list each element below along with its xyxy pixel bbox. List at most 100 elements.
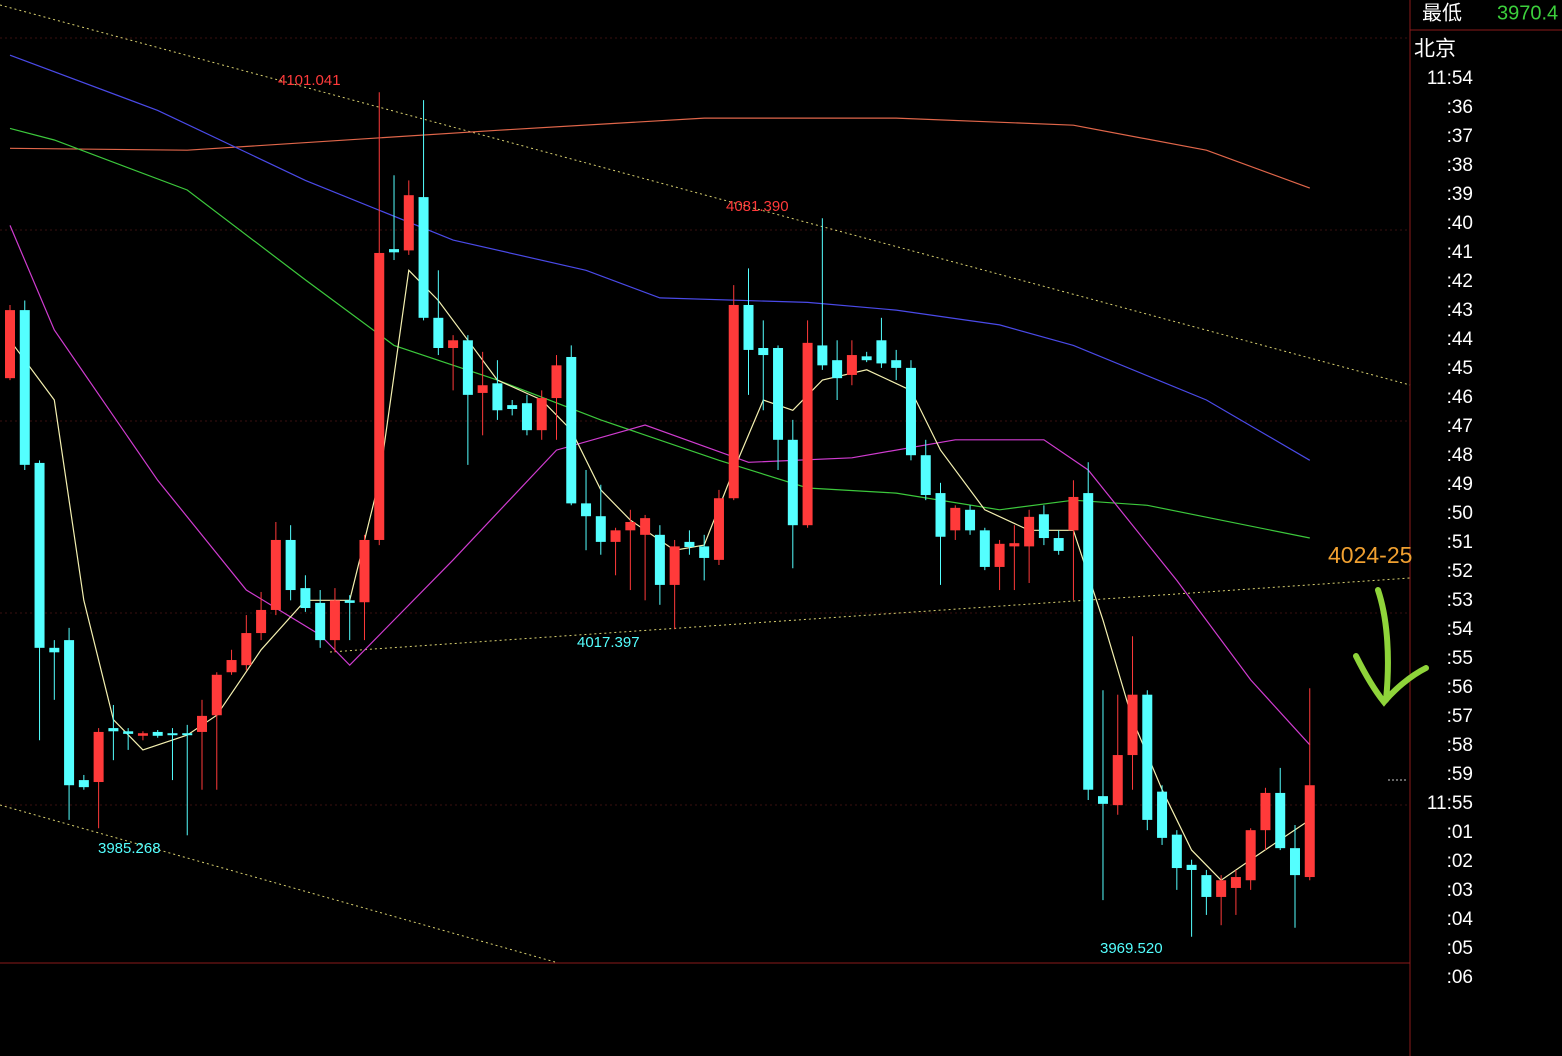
candle-body [669, 546, 680, 585]
time-label: :44 [1447, 329, 1474, 350]
time-list: 11:54:36:37:38:39:40:41:42:43:44:45:46:4… [1427, 68, 1474, 988]
time-label: :56 [1447, 677, 1473, 698]
time-label: :36 [1447, 97, 1473, 118]
time-label: 11:55 [1427, 793, 1473, 814]
candle-body [1127, 694, 1138, 756]
low-value: 3970.4 [1497, 2, 1558, 24]
high-label: 4101.041 [278, 72, 341, 89]
candle-body [403, 195, 414, 251]
candle-body [817, 345, 828, 366]
candle-body [433, 317, 444, 348]
candle-body [610, 530, 621, 542]
candle-body [891, 360, 902, 368]
candle-body [699, 546, 710, 558]
candle-body [359, 539, 370, 603]
time-label: :51 [1447, 532, 1473, 553]
candle-body [1260, 792, 1271, 831]
candle-body [965, 509, 976, 531]
candle-body [1275, 792, 1286, 849]
time-label: :48 [1447, 445, 1473, 466]
candle-body [536, 398, 547, 431]
high-label: 4081.390 [726, 198, 789, 215]
time-label: :59 [1447, 764, 1473, 785]
trend-lines [0, 4, 1411, 963]
candle-body [728, 304, 739, 499]
candle-body [1083, 493, 1094, 790]
candle-body [418, 197, 429, 318]
grid [0, 37, 1410, 806]
candle-body [285, 539, 296, 591]
time-label: :02 [1447, 851, 1473, 872]
time-label: :55 [1447, 648, 1473, 669]
time-label: :57 [1447, 706, 1473, 727]
candle-body [1112, 755, 1123, 806]
candle-body [1171, 834, 1182, 869]
candle-body [832, 360, 843, 379]
time-label: :38 [1447, 155, 1473, 176]
time-label: :01 [1447, 822, 1473, 843]
candle-body [1038, 514, 1049, 539]
candle-body [935, 493, 946, 537]
time-label: 11:54 [1427, 68, 1474, 89]
city: 北京 [1414, 38, 1456, 61]
candle-body [1157, 791, 1168, 838]
candle-body [448, 340, 459, 348]
time-label: :06 [1447, 967, 1473, 988]
candle-body [389, 249, 400, 253]
candle-body [492, 383, 503, 411]
ma-line [9, 127, 1310, 539]
time-label: :04 [1447, 909, 1474, 930]
trend-line [0, 4, 1411, 386]
plot [5, 54, 1315, 937]
time-label: :03 [1447, 880, 1473, 901]
time-label: :58 [1447, 735, 1473, 756]
ma-line [9, 117, 1311, 189]
candle-body [64, 640, 75, 786]
candle-body [93, 731, 104, 783]
candle-body [49, 647, 60, 653]
candle-body [78, 780, 89, 788]
candle-body [1245, 830, 1256, 881]
time-label: :46 [1447, 387, 1473, 408]
candle-body [34, 462, 45, 648]
time-label: :45 [1447, 358, 1473, 379]
candle-body [846, 355, 857, 375]
candle-body [137, 733, 148, 736]
candle-body [876, 340, 887, 364]
candle-body [787, 439, 798, 526]
candle-body [1289, 848, 1300, 876]
candle-body [197, 715, 208, 732]
candle-body [256, 609, 267, 634]
candle-body [581, 503, 592, 517]
candle-body [1009, 543, 1020, 547]
candle-body [684, 541, 695, 548]
candle-body [108, 728, 119, 732]
candle-body [226, 660, 237, 673]
candle-body [19, 310, 30, 465]
candle-body [1230, 877, 1241, 888]
candle-body [920, 455, 931, 496]
candle-body [477, 385, 488, 393]
candle-body [315, 602, 326, 641]
target-label: 4024-25 [1328, 542, 1412, 568]
time-label: :50 [1447, 503, 1473, 524]
candle-body [743, 304, 754, 350]
time-label: :40 [1447, 213, 1473, 234]
ma-line [9, 225, 1311, 746]
time-label: :43 [1447, 300, 1473, 321]
time-label: :39 [1447, 184, 1473, 205]
time-label: :42 [1447, 271, 1473, 292]
candle-body [802, 342, 813, 526]
candle-body [640, 518, 651, 535]
candle-body [1142, 694, 1153, 820]
candle-body [979, 530, 990, 567]
candle-body [1097, 796, 1108, 804]
candle-body [1201, 875, 1212, 897]
candle-body [374, 252, 385, 540]
candle-body [861, 356, 872, 361]
candle-body [773, 347, 784, 440]
time-label: :52 [1447, 561, 1473, 582]
low-label: 4017.397 [577, 634, 640, 651]
candle-body [270, 539, 281, 610]
